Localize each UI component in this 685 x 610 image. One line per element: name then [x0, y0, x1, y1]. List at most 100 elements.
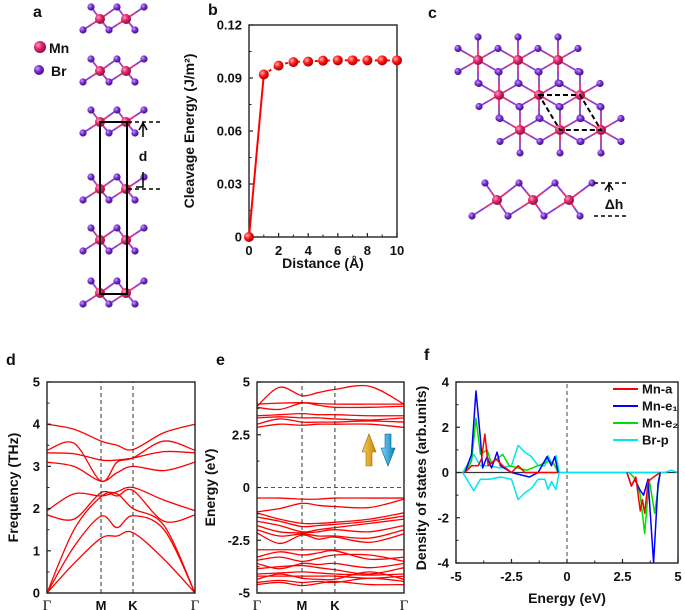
br-atom — [140, 106, 148, 114]
band-line — [256, 549, 405, 561]
data-point — [303, 56, 314, 67]
br-atom — [131, 78, 139, 86]
band-line — [46, 515, 196, 594]
br-atom — [131, 196, 139, 204]
band-line — [256, 571, 405, 576]
br-atom — [113, 173, 121, 181]
k-point-label: Γ — [253, 598, 262, 610]
x-tick-label: 4 — [305, 243, 313, 258]
data-point — [377, 55, 388, 66]
br-atom — [79, 196, 87, 204]
y-tick-label: 4 — [33, 417, 41, 432]
band-line — [256, 532, 405, 545]
mn-atom — [95, 66, 105, 76]
mn-atom — [494, 90, 504, 100]
br-atom — [540, 212, 548, 220]
x-axis-label: Energy (eV) — [528, 590, 606, 606]
panel-label-e: e — [216, 352, 225, 369]
spin-down-arrow-icon — [380, 433, 396, 467]
br-atom — [597, 103, 605, 111]
y-tick-label: 0 — [33, 586, 40, 601]
legend-item: Mn-e₂ — [613, 416, 678, 431]
br-atom — [496, 137, 504, 146]
unit-cell-parallelogram — [537, 94, 603, 131]
br-atom — [515, 79, 523, 88]
br-atom — [105, 78, 113, 86]
curve-line — [263, 59, 397, 76]
x-tick-label: 2.5 — [613, 569, 631, 584]
data-point — [288, 57, 299, 68]
br-atom — [131, 129, 139, 137]
y-axis-label: Frequency (THz) — [5, 433, 21, 543]
band-line — [256, 571, 405, 581]
y-tick-label: 5 — [243, 375, 250, 390]
k-point-label: Γ — [43, 598, 52, 610]
x-tick-label: 6 — [334, 243, 341, 258]
band-line — [256, 402, 404, 405]
br-atom — [87, 277, 95, 285]
br-atom — [596, 79, 604, 88]
k-point-label: Γ — [400, 598, 409, 610]
k-point-label: K — [128, 598, 138, 610]
br-atom — [554, 33, 562, 41]
band-line — [256, 553, 405, 563]
panel-label-c: c — [428, 5, 437, 22]
panel-label-f: f — [424, 347, 430, 364]
panel-label-d: d — [6, 352, 16, 369]
br-atom — [113, 3, 121, 11]
x-tick-label: 8 — [364, 243, 371, 258]
y-tick-label: 1 — [33, 543, 40, 558]
br-atom — [536, 137, 544, 146]
band-line — [256, 512, 405, 525]
mnbr2-layer — [79, 3, 148, 34]
br-atom — [79, 247, 87, 255]
x-tick-label: -5 — [450, 569, 462, 584]
band-line — [256, 580, 405, 587]
br-atom — [87, 3, 95, 11]
br-atom — [556, 79, 564, 88]
mn-atom — [553, 55, 563, 65]
y-tick-label: 0.12 — [217, 18, 242, 33]
band-line — [256, 416, 405, 421]
br-atom — [556, 149, 564, 157]
br-atom — [113, 55, 121, 63]
x-tick-label: 5 — [674, 569, 681, 584]
br-atom — [34, 65, 44, 75]
br-atom — [79, 78, 87, 86]
br-atom — [79, 26, 87, 34]
br-atom — [516, 149, 524, 157]
top-view — [454, 33, 625, 157]
legend-label: Mn-e₂ — [642, 416, 678, 431]
br-atom — [79, 300, 87, 308]
mn-atom — [121, 66, 131, 76]
height-delta-label: Δh — [605, 196, 624, 212]
chart-cleavage-energy: 0 0.03 0.06 0.09 0.12 0 2 4 6 8 10 Distance (Å) Clea… — [181, 18, 404, 272]
br-atom — [597, 149, 605, 157]
band-line — [46, 450, 196, 462]
legend-item: Mn-a — [613, 382, 673, 397]
y-tick-label: -2 — [437, 510, 449, 525]
br-atom — [140, 55, 148, 63]
band-line — [46, 486, 196, 512]
arrow-up-icon — [138, 121, 148, 131]
br-atom — [536, 114, 544, 123]
data-point — [392, 55, 402, 66]
data-point — [273, 60, 284, 71]
y-axis-label: Energy (eV) — [202, 449, 218, 527]
y-tick-label: 3 — [33, 459, 40, 474]
y-tick-label: 4 — [442, 375, 450, 390]
br-atom — [494, 44, 502, 53]
chart-phonon-bands: 0 1 2 3 4 5 Frequency (THz) Γ M K Γ — [5, 375, 200, 610]
y-tick-label: -2.5 — [228, 533, 250, 548]
br-atom — [468, 212, 476, 220]
y-tick-label: -5 — [238, 586, 250, 601]
legend-mn-label: Mn — [49, 40, 69, 56]
k-point-label: M — [297, 598, 308, 610]
side-view — [468, 179, 596, 220]
br-atom — [131, 247, 139, 255]
band-line — [256, 518, 405, 533]
band-lines — [46, 423, 196, 594]
y-tick-label: 2 — [33, 501, 40, 516]
br-atom — [87, 224, 95, 232]
br-atom — [504, 212, 512, 220]
